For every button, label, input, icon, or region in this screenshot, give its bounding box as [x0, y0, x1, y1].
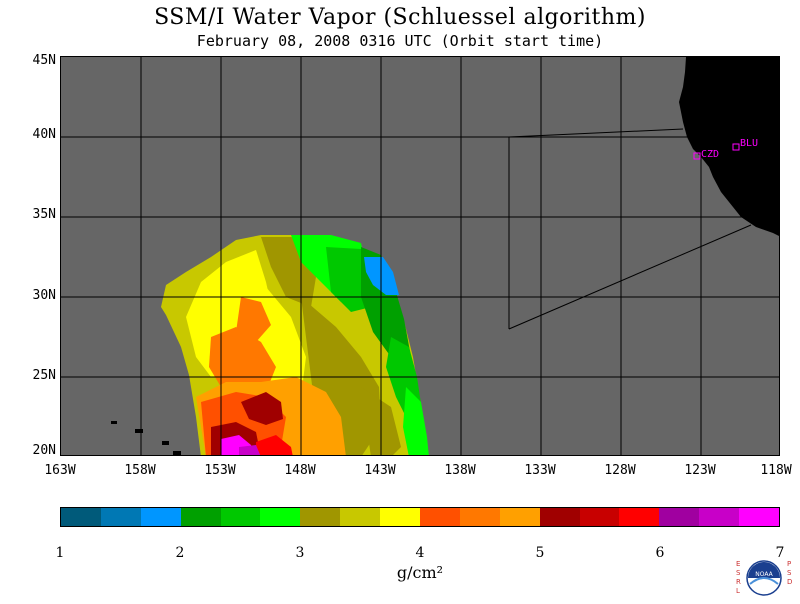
land-mass — [679, 57, 779, 236]
colorbar-segment-13 — [539, 508, 580, 526]
lat-label-45n: 45N — [32, 53, 56, 68]
station-blu-marker — [732, 143, 740, 151]
station-czd-marker — [693, 152, 701, 160]
svg-text:L: L — [736, 587, 740, 595]
lat-label-25n: 25N — [32, 368, 56, 383]
colorbar-segment-10 — [420, 508, 460, 526]
lon-label-143w: 143W — [364, 463, 396, 478]
svg-text:D: D — [787, 578, 792, 586]
map-canvas: CZD BLU — [61, 57, 779, 455]
svg-text:E: E — [736, 560, 740, 568]
colorbar-segment-12 — [499, 508, 540, 526]
colorbar-segment-14 — [579, 508, 620, 526]
noaa-esrl-psd-logo: E S R L NOAA P S D — [734, 556, 794, 600]
colorbar-segment-1 — [61, 508, 101, 526]
svg-text:S: S — [736, 569, 741, 577]
colorbar — [60, 507, 780, 527]
colorbar-tick-5: 5 — [535, 545, 545, 561]
colorbar-tick-3: 3 — [295, 545, 305, 561]
lon-label-163w: 163W — [44, 463, 76, 478]
svg-text:S: S — [787, 569, 792, 577]
map-subtitle: February 08, 2008 0316 UTC (Orbit start … — [196, 32, 604, 50]
svg-text:P: P — [787, 560, 791, 568]
colorbar-tick-4: 4 — [415, 545, 425, 561]
station-markers: CZD BLU — [693, 138, 758, 160]
colorbar-tick-2: 2 — [175, 545, 185, 561]
colorbar-segment-2 — [100, 508, 141, 526]
colorbar-segment-17 — [699, 508, 740, 526]
colorbar-segment-4 — [180, 508, 221, 526]
lon-label-133w: 133W — [524, 463, 556, 478]
colorbar-unit: g/cm² — [396, 563, 444, 582]
colorbar-segment-15 — [619, 508, 660, 526]
lat-lon-grid — [61, 57, 779, 455]
colorbar-segment-8 — [340, 508, 381, 526]
colorbar-segment-9 — [380, 508, 421, 526]
colorbar-segment-3 — [140, 508, 181, 526]
map-title: SSM/I Water Vapor (Schluessel algorithm) — [154, 5, 646, 30]
lon-label-128w: 128W — [604, 463, 636, 478]
lon-label-153w: 153W — [204, 463, 236, 478]
lon-label-123w: 123W — [684, 463, 716, 478]
lon-label-158w: 158W — [124, 463, 156, 478]
colorbar-segment-6 — [260, 508, 301, 526]
svg-text:R: R — [736, 578, 741, 586]
lon-label-148w: 148W — [284, 463, 316, 478]
station-czd-label: CZD — [701, 149, 719, 160]
domain-outline — [508, 128, 752, 330]
colorbar-segment-11 — [459, 508, 500, 526]
colorbar-segment-16 — [659, 508, 700, 526]
water-vapor-swath — [161, 235, 429, 455]
lon-label-138w: 138W — [444, 463, 476, 478]
colorbar-tick-1: 1 — [55, 545, 65, 561]
colorbar-segment-5 — [220, 508, 261, 526]
lat-label-35n: 35N — [32, 207, 56, 222]
colorbar-segment-18 — [739, 508, 780, 526]
svg-text:NOAA: NOAA — [755, 571, 773, 578]
lat-label-40n: 40N — [32, 127, 56, 142]
lon-label-118w: 118W — [760, 463, 792, 478]
hawaii-islands — [111, 421, 181, 455]
water-vapor-map: CZD BLU — [60, 56, 780, 456]
colorbar-tick-6: 6 — [655, 545, 665, 561]
lat-label-30n: 30N — [32, 288, 56, 303]
colorbar-segment-7 — [300, 508, 341, 526]
station-blu-label: BLU — [740, 138, 758, 149]
lat-label-20n: 20N — [32, 443, 56, 458]
colorbar-tick-7: 7 — [775, 545, 785, 561]
